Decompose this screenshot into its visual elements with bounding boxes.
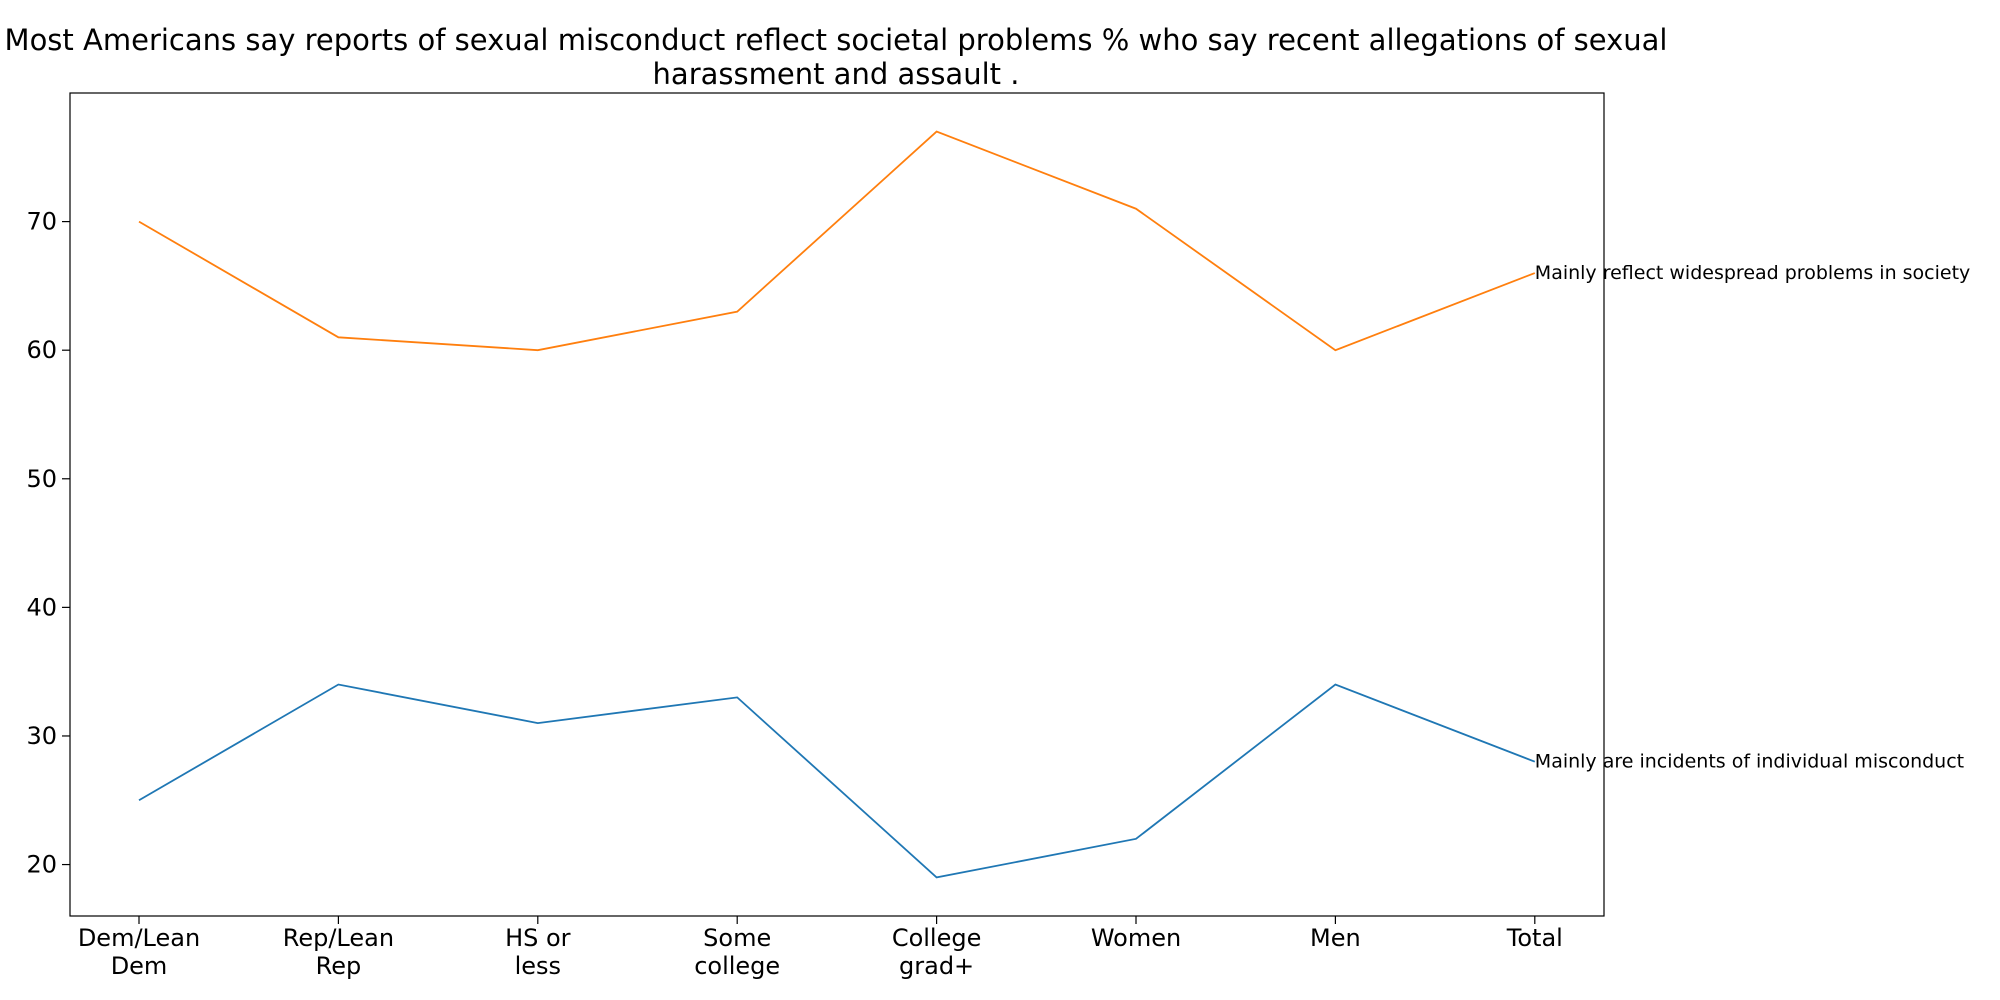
series-line-0 xyxy=(138,683,1536,879)
y-tick-label: 20 xyxy=(26,851,57,879)
y-tick-label: 40 xyxy=(26,593,57,621)
x-tick-label: college xyxy=(694,952,780,980)
y-tick-label: 50 xyxy=(26,465,57,493)
x-tick-label: Women xyxy=(1091,924,1181,952)
y-tick-label: 70 xyxy=(26,208,57,236)
y-tick-label: 30 xyxy=(26,722,57,750)
x-tick-label: Dem/Lean xyxy=(78,924,200,952)
x-tick-label: Dem xyxy=(111,952,168,980)
x-tick-label: Total xyxy=(1506,924,1563,952)
y-tick-label: 60 xyxy=(26,336,57,364)
chart-title-line: Most Americans say reports of sexual mis… xyxy=(5,23,1668,57)
x-tick-label: Rep/Lean xyxy=(283,924,394,952)
x-tick-label: HS or xyxy=(505,924,571,952)
x-tick-label: less xyxy=(515,952,561,980)
series-label: Mainly are incidents of individual misco… xyxy=(1535,751,1964,773)
series-lines xyxy=(138,130,1536,879)
x-tick-label: Men xyxy=(1310,924,1361,952)
y-axis: 20 30 40 50 60 70 xyxy=(26,208,70,879)
series-end-labels: Mainly are incidents of individual misco… xyxy=(1535,262,1971,773)
x-tick-label: College xyxy=(892,924,982,952)
series-label: Mainly reflect widespread problems in so… xyxy=(1535,262,1971,284)
chart-title-line: harassment and assault . xyxy=(653,57,1020,91)
x-tick-label: Rep xyxy=(316,952,362,980)
plot-area-frame xyxy=(69,92,1605,917)
series-line-1 xyxy=(138,130,1536,352)
chart-title: Most Americans say reports of sexual mis… xyxy=(5,23,1668,91)
x-tick-label: grad+ xyxy=(899,952,974,980)
x-tick-label: Some xyxy=(703,924,771,952)
